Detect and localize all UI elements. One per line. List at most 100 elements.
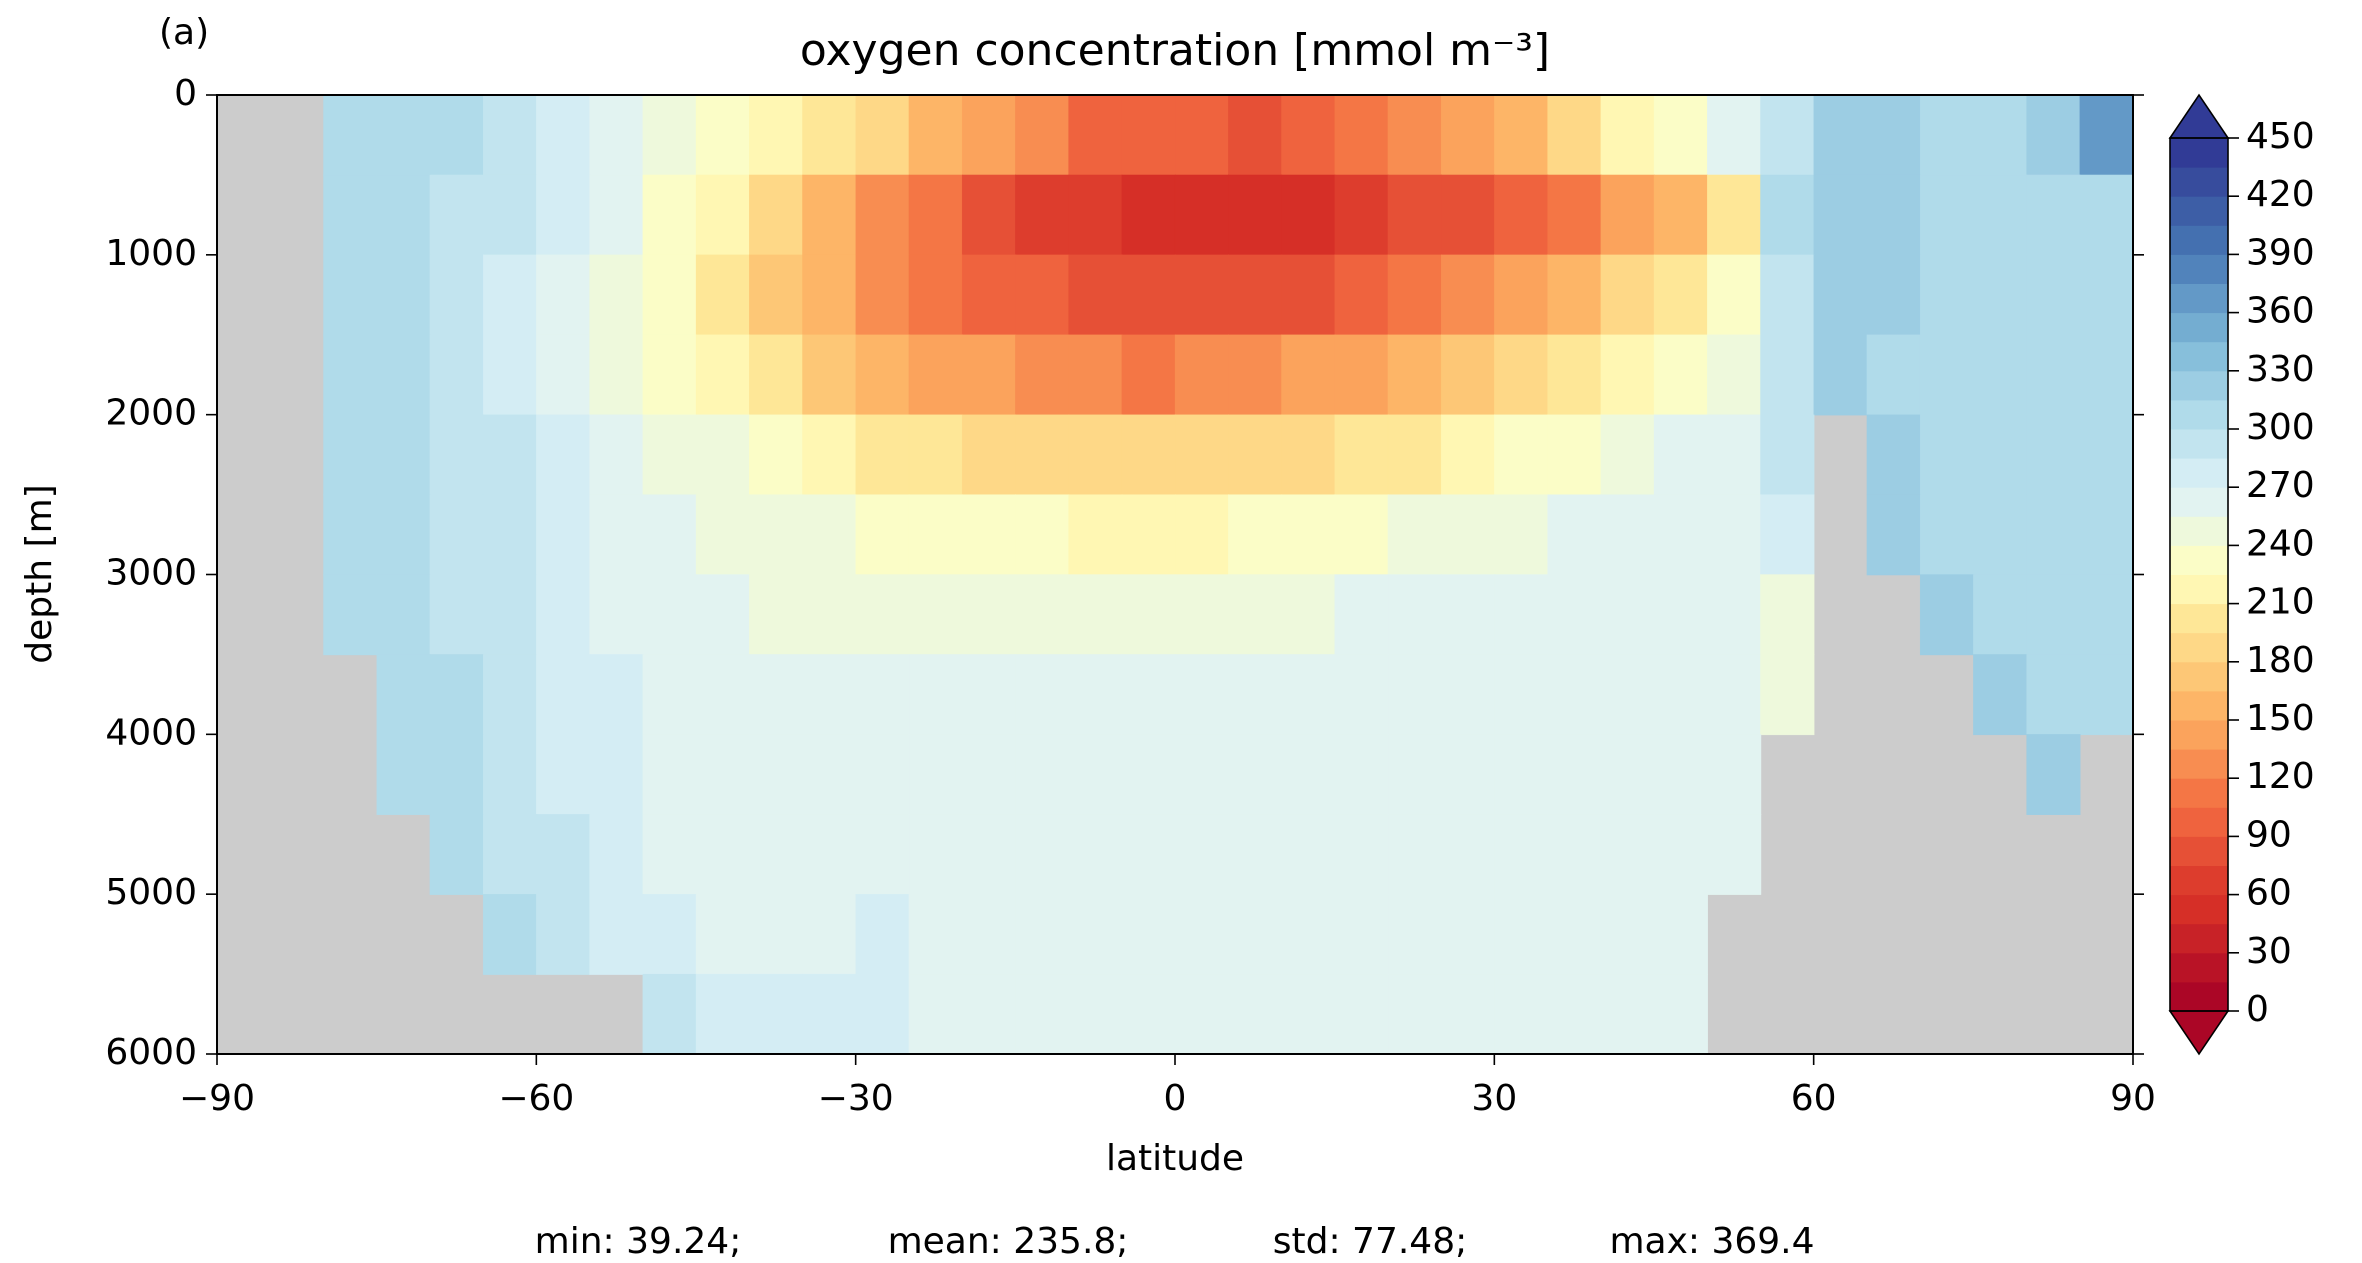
heatmap-cell <box>1387 334 1442 416</box>
heatmap-cell <box>2079 574 2134 656</box>
heatmap-cell <box>1121 94 1176 176</box>
heatmap-cell <box>1281 254 1336 336</box>
heatmap-cell <box>429 654 484 736</box>
heatmap-cell <box>1228 973 1283 1055</box>
heatmap-cell <box>1228 734 1283 815</box>
heatmap-cell <box>1494 334 1549 416</box>
colorbar-tick-label: 390 <box>2246 232 2315 273</box>
heatmap-cell <box>323 334 378 416</box>
heatmap-cell <box>1707 814 1762 895</box>
heatmap-cell <box>1334 654 1389 736</box>
heatmap-cell <box>1440 973 1496 1055</box>
heatmap-cell <box>1015 973 1070 1055</box>
heatmap-cell <box>642 254 697 336</box>
heatmap-cell <box>1653 814 1708 895</box>
heatmap-cell <box>961 254 1017 336</box>
heatmap-cell <box>2026 334 2081 416</box>
heatmap-cell <box>1334 734 1389 815</box>
heatmap-cell <box>1866 334 1921 416</box>
heatmap-cell <box>1334 814 1389 895</box>
x-tick-label: 0 <box>1164 1078 1187 1119</box>
heatmap-cell <box>1174 254 1229 336</box>
heatmap-cell <box>589 894 644 975</box>
heatmap-cell <box>695 174 750 256</box>
heatmap-cell <box>323 94 378 176</box>
heatmap-cell <box>1813 174 1868 256</box>
heatmap-cell <box>1387 254 1442 336</box>
heatmap-cell <box>1440 574 1496 656</box>
heatmap-cell <box>1068 654 1123 736</box>
heatmap-cell <box>695 494 750 576</box>
heatmap-cell <box>1707 414 1762 496</box>
heatmap-cell <box>2026 414 2081 496</box>
heatmap-cell <box>1387 814 1442 895</box>
heatmap-cell <box>1281 734 1336 815</box>
heatmap-cell <box>855 734 910 815</box>
heatmap-cell <box>1228 494 1283 576</box>
heatmap-cell <box>695 894 750 975</box>
heatmap-cell <box>429 334 484 416</box>
heatmap-cell <box>1015 94 1070 176</box>
heatmap-cell <box>323 254 378 336</box>
heatmap-cell <box>1866 94 1921 176</box>
heatmap-cell <box>2079 334 2134 416</box>
heatmap-cell <box>749 654 804 736</box>
heatmap-cell <box>429 414 484 496</box>
heatmap-cell <box>429 494 484 576</box>
heatmap-cell <box>695 734 750 815</box>
heatmap-cell <box>376 334 431 416</box>
heatmap-cell <box>1600 174 1655 256</box>
heatmap-cell <box>1494 254 1549 336</box>
colorbar-tick-label: 360 <box>2246 291 2315 332</box>
heatmap-cell <box>1973 334 2028 416</box>
heatmap-cell <box>323 494 378 576</box>
heatmap-cell <box>1121 814 1176 895</box>
x-tick-label: −30 <box>818 1078 894 1119</box>
heatmap-cell <box>908 174 963 256</box>
heatmap-cell <box>855 973 910 1055</box>
heatmap-cell <box>1281 414 1336 496</box>
heatmap-cell <box>908 654 963 736</box>
heatmap-cell <box>482 174 538 256</box>
heatmap-cell <box>1440 814 1496 895</box>
heatmap-cell <box>1281 494 1336 576</box>
heatmap-cell <box>1600 814 1655 895</box>
heatmap-cell <box>1866 494 1921 576</box>
heatmap-cell <box>1015 414 1070 496</box>
heatmap-cell <box>855 494 910 576</box>
heatmap-cell <box>1387 174 1442 256</box>
heatmap-cell <box>855 94 910 176</box>
colorbar-tick-label: 30 <box>2246 931 2292 972</box>
heatmap-cell <box>908 94 963 176</box>
heatmap-cell <box>908 414 963 496</box>
heatmap-cell <box>1813 254 1868 336</box>
colorbar-extend-min <box>2168 1010 2230 1056</box>
y-tick-label: 4000 <box>105 712 197 753</box>
stat-text: std: 77.48; <box>1273 1221 1467 1262</box>
heatmap-cell <box>2026 174 2081 256</box>
heatmap-cell <box>1121 334 1176 416</box>
heatmap-cell <box>2026 574 2081 656</box>
heatmap-cell <box>1068 254 1123 336</box>
heatmap-cell <box>1866 254 1921 336</box>
heatmap-cell <box>1068 334 1123 416</box>
heatmap-cell <box>589 334 644 416</box>
heatmap-cell <box>536 654 591 736</box>
heatmap-cell <box>1068 94 1123 176</box>
heatmap-cell <box>2026 734 2081 815</box>
x-tick-label: −90 <box>179 1078 255 1119</box>
heatmap-cell <box>1707 654 1762 736</box>
heatmap-cell <box>1281 574 1336 656</box>
heatmap-cell <box>1334 94 1389 176</box>
heatmap-cell <box>1121 973 1176 1055</box>
heatmap-cell <box>1600 414 1655 496</box>
heatmap-cell <box>482 494 538 576</box>
heatmap-cell <box>1494 174 1549 256</box>
heatmap-cell <box>1121 494 1176 576</box>
heatmap-cell <box>589 654 644 736</box>
heatmap-cell <box>1973 174 2028 256</box>
heatmap-cell <box>1121 414 1176 496</box>
heatmap-cell <box>961 973 1017 1055</box>
heatmap-cell <box>1494 973 1549 1055</box>
colorbar-tick-label: 60 <box>2246 873 2292 914</box>
